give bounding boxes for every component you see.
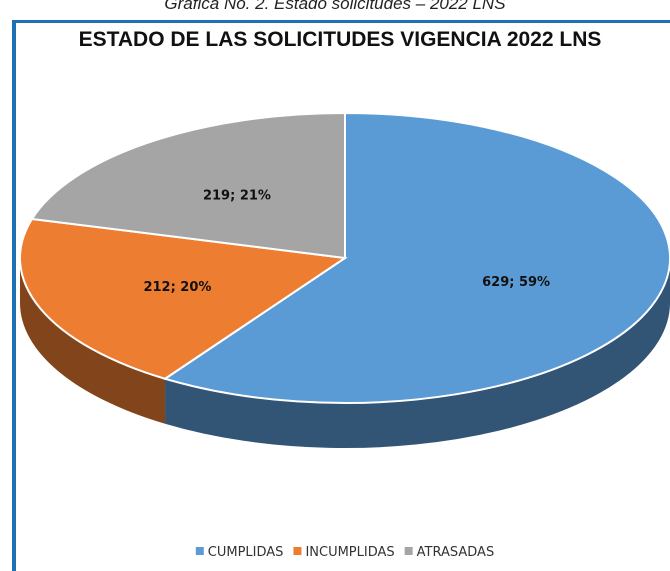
- chart-frame: [12, 20, 670, 571]
- legend-label: CUMPLIDAS: [208, 545, 284, 560]
- caption: Gráfica No. 2. Estado solicitudes – 2022…: [164, 0, 506, 13]
- legend-swatch: [293, 547, 302, 555]
- chart-title: ESTADO DE LAS SOLICITUDES VIGENCIA 2022 …: [78, 28, 602, 51]
- slice: [162, 111, 670, 404]
- slice: [19, 217, 348, 380]
- value-label: 629; 59%: [482, 275, 550, 290]
- slice-side: [165, 258, 670, 448]
- value-label: 212; 20%: [143, 280, 211, 295]
- legend-label: INCUMPLIDAS: [305, 545, 394, 560]
- legend-swatch: [404, 547, 413, 555]
- value-label: 219; 21%: [203, 188, 271, 203]
- slice-side: [20, 258, 166, 424]
- legend-swatch: [195, 547, 204, 555]
- legend-label: ATRASADAS: [417, 545, 495, 560]
- slice: [30, 111, 346, 260]
